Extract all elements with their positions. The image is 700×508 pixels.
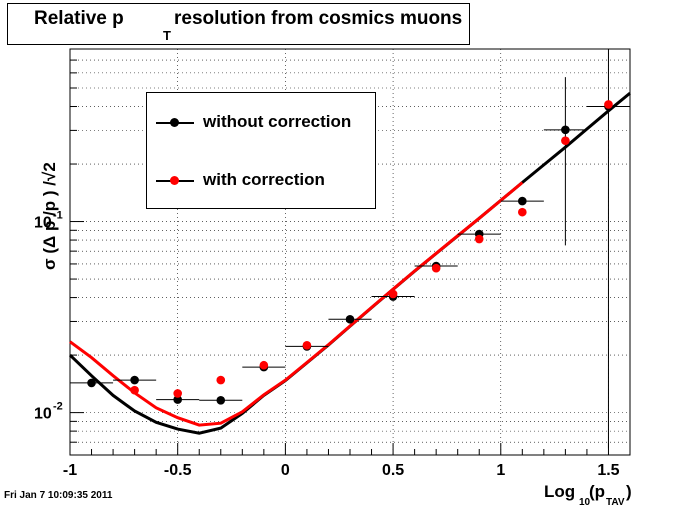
data-point-with-correction — [259, 360, 269, 370]
data-point-with-correction — [431, 263, 441, 273]
data-point-without-correction — [518, 196, 527, 206]
y-axis-label: σ (Δ p /p ) /√2 — [40, 162, 60, 270]
data-point-with-correction — [388, 289, 398, 299]
x-tick-label: -0.5 — [164, 462, 192, 479]
data-point-with-correction — [216, 375, 226, 385]
legend-marker-black — [170, 118, 179, 127]
chart-title-part1: Relative p — [34, 8, 124, 29]
data-point-without-correction — [345, 314, 355, 324]
data-point-with-correction — [474, 234, 484, 244]
data-point-with-correction — [518, 207, 527, 217]
x-axis-label-paren: (p — [589, 482, 606, 501]
legend-label: without correction — [203, 112, 352, 131]
y-tick-label: 10 — [34, 215, 52, 232]
chart-title-box: Relative p T resolution from cosmics muo… — [7, 3, 470, 45]
data-point-with-correction — [130, 385, 139, 395]
y-tick-label-exponent: -1 — [53, 210, 63, 222]
data-point-without-correction — [561, 125, 570, 135]
legend-entry-without-correction: without correction — [147, 108, 375, 138]
data-point-with-correction — [561, 136, 570, 145]
y-tick-label: 10 — [34, 406, 52, 423]
x-axis-label-sub-tav: TAV — [606, 497, 625, 508]
data-point-with-correction — [302, 341, 312, 350]
x-tick-label: 0 — [281, 462, 290, 479]
data-point-with-correction — [604, 100, 613, 109]
chart-title-subscript: T — [163, 28, 171, 43]
x-axis-label-sub-10: 10 — [579, 497, 591, 508]
timestamp: Fri Jan 7 10:09:35 2011 — [4, 490, 113, 501]
legend-marker-red — [170, 176, 179, 185]
legend-label: with correction — [203, 170, 325, 189]
chart-title-part2: resolution from cosmics muons — [174, 8, 463, 29]
legend-entry-with-correction: with correction — [147, 166, 375, 196]
x-tick-label: 1.5 — [597, 462, 619, 479]
data-point-without-correction — [216, 395, 226, 405]
data-point-without-correction — [87, 378, 96, 388]
x-tick-label: -1 — [63, 462, 77, 479]
x-tick-label: 0.5 — [382, 462, 404, 479]
x-axis-label-close: ) — [626, 482, 632, 501]
data-point-with-correction — [173, 389, 182, 398]
y-axis-label-text: σ (Δ p /p ) /√2 — [40, 162, 59, 270]
y-tick-label-exponent: -2 — [53, 401, 63, 413]
legend: without correction with correction — [146, 92, 376, 209]
data-point-without-correction — [130, 375, 139, 385]
fit-curve-with-correction — [69, 181, 524, 427]
x-tick-label: 1 — [496, 462, 505, 479]
data-point-without-correction — [173, 395, 182, 404]
x-axis-label-log: Log — [544, 482, 576, 501]
